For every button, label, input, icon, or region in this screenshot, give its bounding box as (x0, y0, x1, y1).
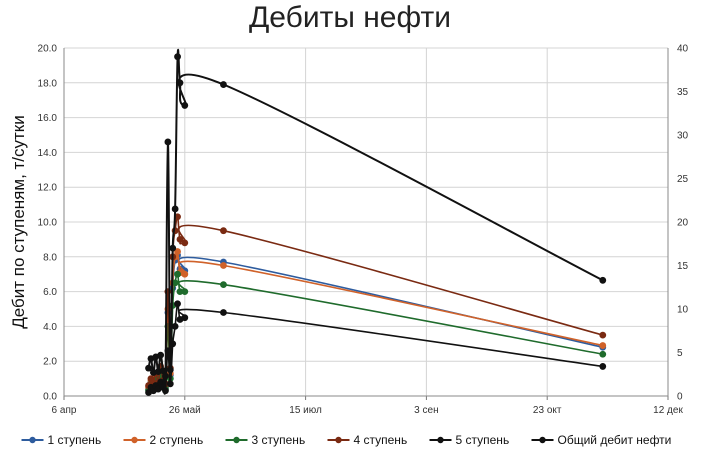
x-tick-label: 26 май (169, 405, 201, 416)
legend-swatch-marker (539, 436, 546, 444)
legend-label: 3 ступень (252, 433, 306, 447)
legend-swatch-marker (335, 436, 342, 444)
data-point (166, 366, 174, 374)
y2-tick-label: 10 (677, 305, 689, 316)
y-tick-label: 20.0 (38, 44, 58, 55)
data-point (181, 314, 189, 322)
grid (63, 47, 669, 397)
data-point (220, 262, 227, 269)
data-point (164, 138, 172, 146)
series-1 (145, 251, 607, 394)
series-layer (145, 48, 607, 396)
y-axis-label: Дебит по ступеням, т/сутки (9, 115, 28, 329)
data-point (159, 367, 167, 375)
y2-tick-label: 40 (677, 44, 689, 55)
y-tick-label: 16.0 (38, 113, 58, 124)
data-point (169, 244, 177, 252)
data-point (220, 309, 227, 316)
legend-item-1: 1 ступень (21, 433, 102, 447)
axes (63, 48, 669, 400)
x-tick-label: 12 дек (653, 405, 683, 416)
y-tick-label: 14.0 (38, 148, 58, 159)
series-line (147, 302, 603, 395)
y2-tick-label: 30 (677, 131, 689, 142)
y-tick-label: 2.0 (43, 357, 57, 368)
data-point (181, 102, 189, 109)
y2-tick-label: 35 (677, 87, 689, 98)
labels: Дебиты нефти Дебит по ступеням, т/сутки 0.… (9, 1, 689, 416)
data-point (181, 288, 189, 295)
legend: 1 ступень 2 ступень 3 ступень 4 ступень 5 ст… (21, 433, 672, 447)
chart-title: Дебиты нефти (249, 1, 451, 34)
data-point (174, 53, 181, 61)
y-tick-label: 0.0 (43, 392, 57, 403)
legend-item-2: 2 ступень (123, 433, 204, 447)
legend-swatch-marker (437, 436, 444, 444)
legend-label: 2 ступень (150, 433, 204, 447)
series-6 (145, 48, 607, 395)
data-point (171, 323, 179, 330)
data-point (220, 281, 227, 289)
legend-item-3: 3 ступень (225, 433, 306, 447)
data-point (174, 270, 181, 278)
legend-item-4: 4 ступень (327, 433, 408, 447)
legend-swatch-marker (233, 436, 240, 444)
legend-label: Общий дебит нефти (558, 433, 672, 447)
data-point (147, 375, 155, 382)
x-tick-label: 3 сен (414, 405, 438, 416)
data-point (174, 248, 181, 255)
legend-label: 1 ступень (48, 433, 102, 447)
legend-label: 5 ступень (456, 433, 510, 447)
data-point (157, 351, 165, 359)
legend-item-6: Общий дебит нефти (531, 433, 672, 447)
legend-label: 4 ступень (354, 433, 408, 447)
data-point (174, 300, 181, 308)
data-point (145, 364, 152, 372)
y-tick-label: 12.0 (38, 183, 58, 194)
data-point (599, 331, 607, 339)
legend-swatch-marker (29, 436, 36, 444)
y-tick-label: 8.0 (43, 252, 57, 263)
data-point (157, 378, 165, 386)
data-point (181, 239, 189, 247)
series-line (147, 253, 603, 394)
y2-tick-label: 0 (677, 392, 683, 403)
data-point (220, 81, 227, 88)
x-tick-label: 15 июл (289, 405, 322, 416)
data-point (599, 350, 607, 358)
data-point (599, 342, 607, 349)
series-line (147, 215, 604, 392)
y2-tick-label: 5 (677, 348, 683, 359)
series-line (147, 48, 604, 395)
y-tick-label: 6.0 (43, 287, 57, 298)
series-5 (145, 300, 607, 396)
series-2 (145, 248, 607, 392)
data-point (176, 79, 184, 87)
y2-tick-label: 15 (677, 261, 689, 272)
y2-tick-label: 20 (677, 218, 689, 229)
data-point (599, 363, 607, 370)
series-4 (145, 213, 607, 392)
data-point (171, 279, 179, 287)
data-point (176, 236, 184, 243)
x-tick-label: 6 апр (52, 405, 77, 416)
data-point (181, 270, 189, 278)
y-tick-label: 18.0 (38, 78, 58, 89)
data-point (166, 380, 174, 388)
legend-item-5: 5 ступень (429, 433, 510, 447)
data-point (599, 276, 607, 284)
y2-tick-label: 25 (677, 174, 689, 185)
data-point (176, 288, 184, 295)
data-point (171, 205, 179, 213)
y-tick-label: 10.0 (38, 218, 58, 229)
data-point (220, 227, 227, 235)
x-tick-label: 23 окт (533, 405, 562, 416)
legend-swatch-marker (131, 436, 138, 444)
data-point (162, 372, 169, 380)
y-tick-label: 4.0 (43, 322, 57, 333)
